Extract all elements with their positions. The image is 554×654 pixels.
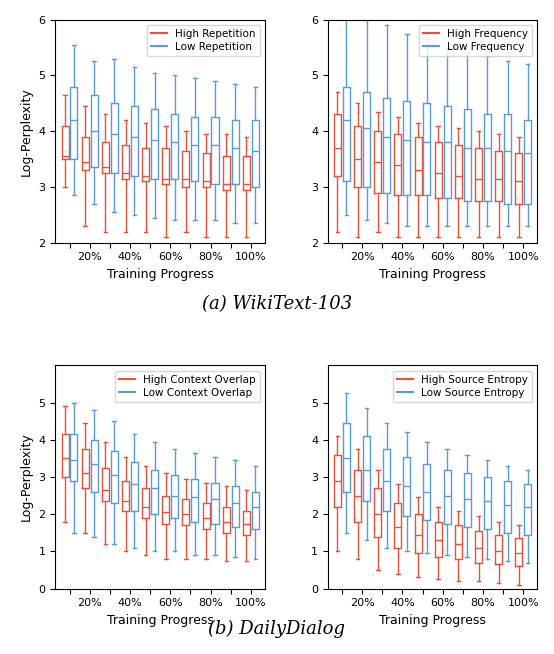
Y-axis label: Log-Perplexity: Log-Perplexity <box>20 87 33 175</box>
X-axis label: Training Progress: Training Progress <box>379 614 486 627</box>
Legend: High Source Entropy, Low Source Entropy: High Source Entropy, Low Source Entropy <box>393 371 532 402</box>
Legend: High Repetition, Low Repetition: High Repetition, Low Repetition <box>147 25 260 56</box>
Legend: High Frequency, Low Frequency: High Frequency, Low Frequency <box>419 25 532 56</box>
X-axis label: Training Progress: Training Progress <box>107 268 214 281</box>
Text: (b) DailyDialog: (b) DailyDialog <box>208 620 346 638</box>
X-axis label: Training Progress: Training Progress <box>379 268 486 281</box>
X-axis label: Training Progress: Training Progress <box>107 614 214 627</box>
Legend: High Context Overlap, Low Context Overlap: High Context Overlap, Low Context Overla… <box>115 371 260 402</box>
Y-axis label: Log-Perplexity: Log-Perplexity <box>20 433 33 521</box>
Text: (a) WikiText-103: (a) WikiText-103 <box>202 295 352 313</box>
